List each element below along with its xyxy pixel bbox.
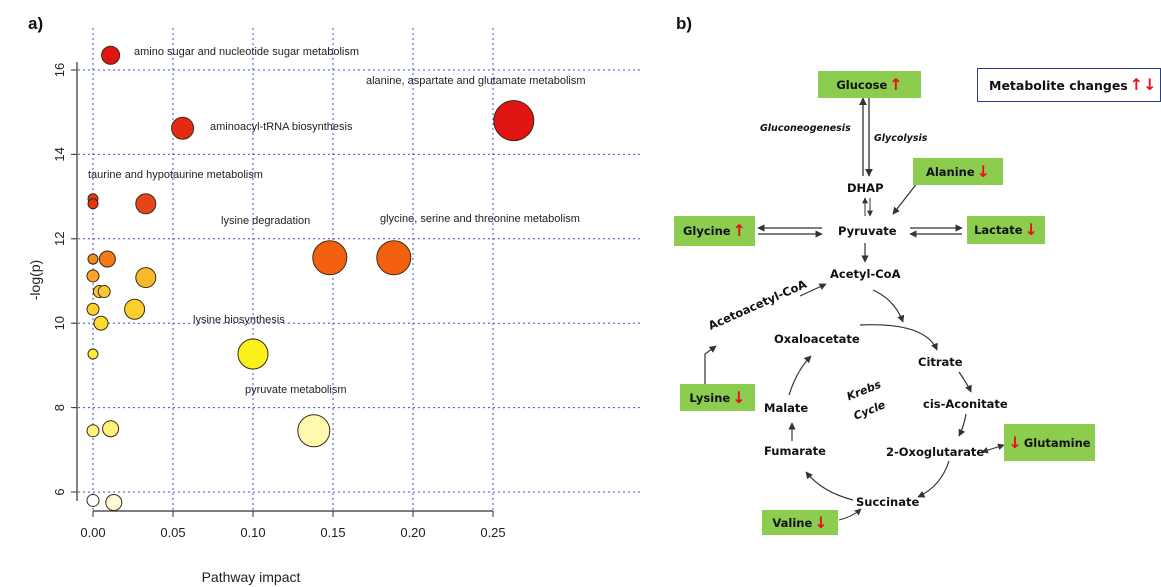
x-axis-label: Pathway impact	[202, 569, 301, 585]
x-tick-label: 0.15	[320, 525, 345, 540]
bubble-point	[237, 338, 269, 370]
bubble-point	[101, 45, 121, 65]
bubble-point	[376, 240, 412, 276]
pathway-bubble-chart: 0.00 0.05 0.10 0.15 0.20 0.25 6 8 10 12 14 16 amino…	[27, 28, 640, 585]
arrow-acetoacetylcoa-acetylcoa	[799, 283, 827, 297]
arrow-valine-succinate	[838, 508, 862, 521]
label-gluconeogenesis: Gluconeogenesis	[760, 123, 851, 134]
chart-points	[86, 45, 535, 512]
label-succinate: Succinate	[856, 495, 920, 509]
bubble-point	[87, 348, 99, 360]
bubble-point	[493, 100, 535, 142]
bubble-point	[105, 494, 123, 512]
x-tick-label: 0.25	[480, 525, 505, 540]
x-tick-label: 0.10	[240, 525, 265, 540]
arrow-citrate-cisaconitate	[958, 371, 972, 393]
label-glycolysis: Glycolysis	[874, 133, 928, 144]
box-alanine: Alanine ↓	[913, 158, 1003, 185]
box-glycine: Glycine ↑	[674, 216, 755, 246]
label-citrate: Citrate	[918, 355, 963, 369]
bubble-label: lysine biosynthesis	[193, 314, 285, 326]
label-oxaloacetate: Oxaloacetate	[774, 332, 860, 346]
panel-a-label: a)	[28, 14, 44, 33]
bubble-label: aminoacyl-tRNA biosynthesis	[210, 121, 353, 133]
bubble-point	[171, 116, 195, 140]
decrease-arrow-icon: ↓	[732, 387, 746, 407]
panel-b-label: b)	[676, 14, 693, 33]
bubble-point	[93, 315, 109, 331]
bubble-point	[87, 253, 99, 265]
y-tick-label: 14	[52, 147, 67, 161]
arrow-oxoglutarate-succinate	[917, 460, 950, 498]
decrease-arrow-icon: ↓	[1008, 432, 1022, 452]
bubble-point	[97, 285, 111, 299]
bubble-point	[87, 198, 99, 210]
bubble-point	[86, 269, 100, 283]
box-glutamine: ↓ Glutamine	[1004, 424, 1095, 461]
label-malate: Malate	[764, 401, 809, 415]
y-tick-label: 8	[52, 404, 67, 411]
arrow-oxoglutarate-glutamine	[981, 443, 1005, 454]
increase-arrow-icon: ↑	[889, 74, 903, 94]
y-tick-label: 6	[52, 488, 67, 495]
bubble-label: amino sugar and nucleotide sugar metabol…	[134, 46, 359, 58]
bubble-point	[135, 193, 157, 215]
arrow-malate-oxaloacetate	[788, 355, 812, 396]
decrease-arrow-icon: ↓	[976, 161, 991, 181]
box-glucose: Glucose ↑	[818, 71, 921, 98]
arrow-cisaconitate-oxoglutarate	[958, 413, 967, 437]
decrease-arrow-icon: ↓	[814, 512, 828, 532]
bubble-label: pyruvate metabolism	[245, 384, 347, 396]
arrow-lysine-acetoacetylcoa	[704, 345, 717, 386]
label-cis-aconitate: cis-Aconitate	[923, 397, 1008, 411]
bubble-point	[98, 250, 116, 268]
bubble-point	[312, 240, 348, 276]
bubble-label: glycine, serine and threonine metabolism	[380, 213, 580, 225]
box-lactate: Lactate ↓	[967, 216, 1045, 244]
bubble-point	[124, 298, 146, 320]
increase-arrow-icon: ↑	[732, 221, 747, 240]
y-tick-label: 12	[52, 232, 67, 246]
metabolite-changes-legend: Metabolite changes ↑↓	[977, 68, 1161, 102]
legend-up-down-arrows-icon: ↑↓	[1129, 75, 1157, 94]
arrow-alanine-pyruvate	[892, 181, 919, 215]
bubble-point	[86, 424, 100, 438]
bubble-label: alanine, aspartate and glutamate metabol…	[366, 75, 586, 87]
y-axis-label: -log(p)	[27, 260, 43, 300]
bubble-point	[135, 267, 157, 289]
y-tick-label: 16	[52, 63, 67, 77]
x-tick-label: 0.05	[160, 525, 185, 540]
bubble-point	[86, 302, 100, 316]
box-valine: Valine ↓	[762, 510, 838, 535]
chart-axes: 0.00 0.05 0.10 0.15 0.20 0.25 6 8 10 12 14 16	[52, 62, 506, 540]
label-acetyl-coa: Acetyl-CoA	[830, 267, 901, 281]
label-pyruvate: Pyruvate	[838, 224, 897, 238]
legend-title: Metabolite changes	[989, 77, 1128, 93]
x-tick-label: 0.00	[80, 525, 105, 540]
label-fumarate: Fumarate	[764, 444, 826, 458]
label-dhap: DHAP	[847, 181, 884, 195]
box-lysine: Lysine ↓	[680, 384, 755, 411]
label-2-oxoglutarate: 2-Oxoglutarate	[886, 445, 985, 459]
chart-point-labels: amino sugar and nucleotide sugar metabol…	[88, 46, 586, 396]
x-tick-label: 0.20	[400, 525, 425, 540]
bubble-point	[102, 420, 120, 438]
arrow-oxaloacetate-citrate	[859, 324, 938, 351]
y-tick-label: 10	[52, 316, 67, 330]
bubble-point	[297, 414, 331, 448]
bubble-point	[86, 493, 100, 507]
arrow-acetylcoa-cycle	[872, 289, 905, 323]
bubble-label: lysine degradation	[221, 215, 310, 227]
decrease-arrow-icon: ↓	[1024, 220, 1038, 239]
bubble-label: taurine and hypotaurine metabolism	[88, 169, 263, 181]
arrow-succinate-fumarate	[805, 471, 854, 501]
